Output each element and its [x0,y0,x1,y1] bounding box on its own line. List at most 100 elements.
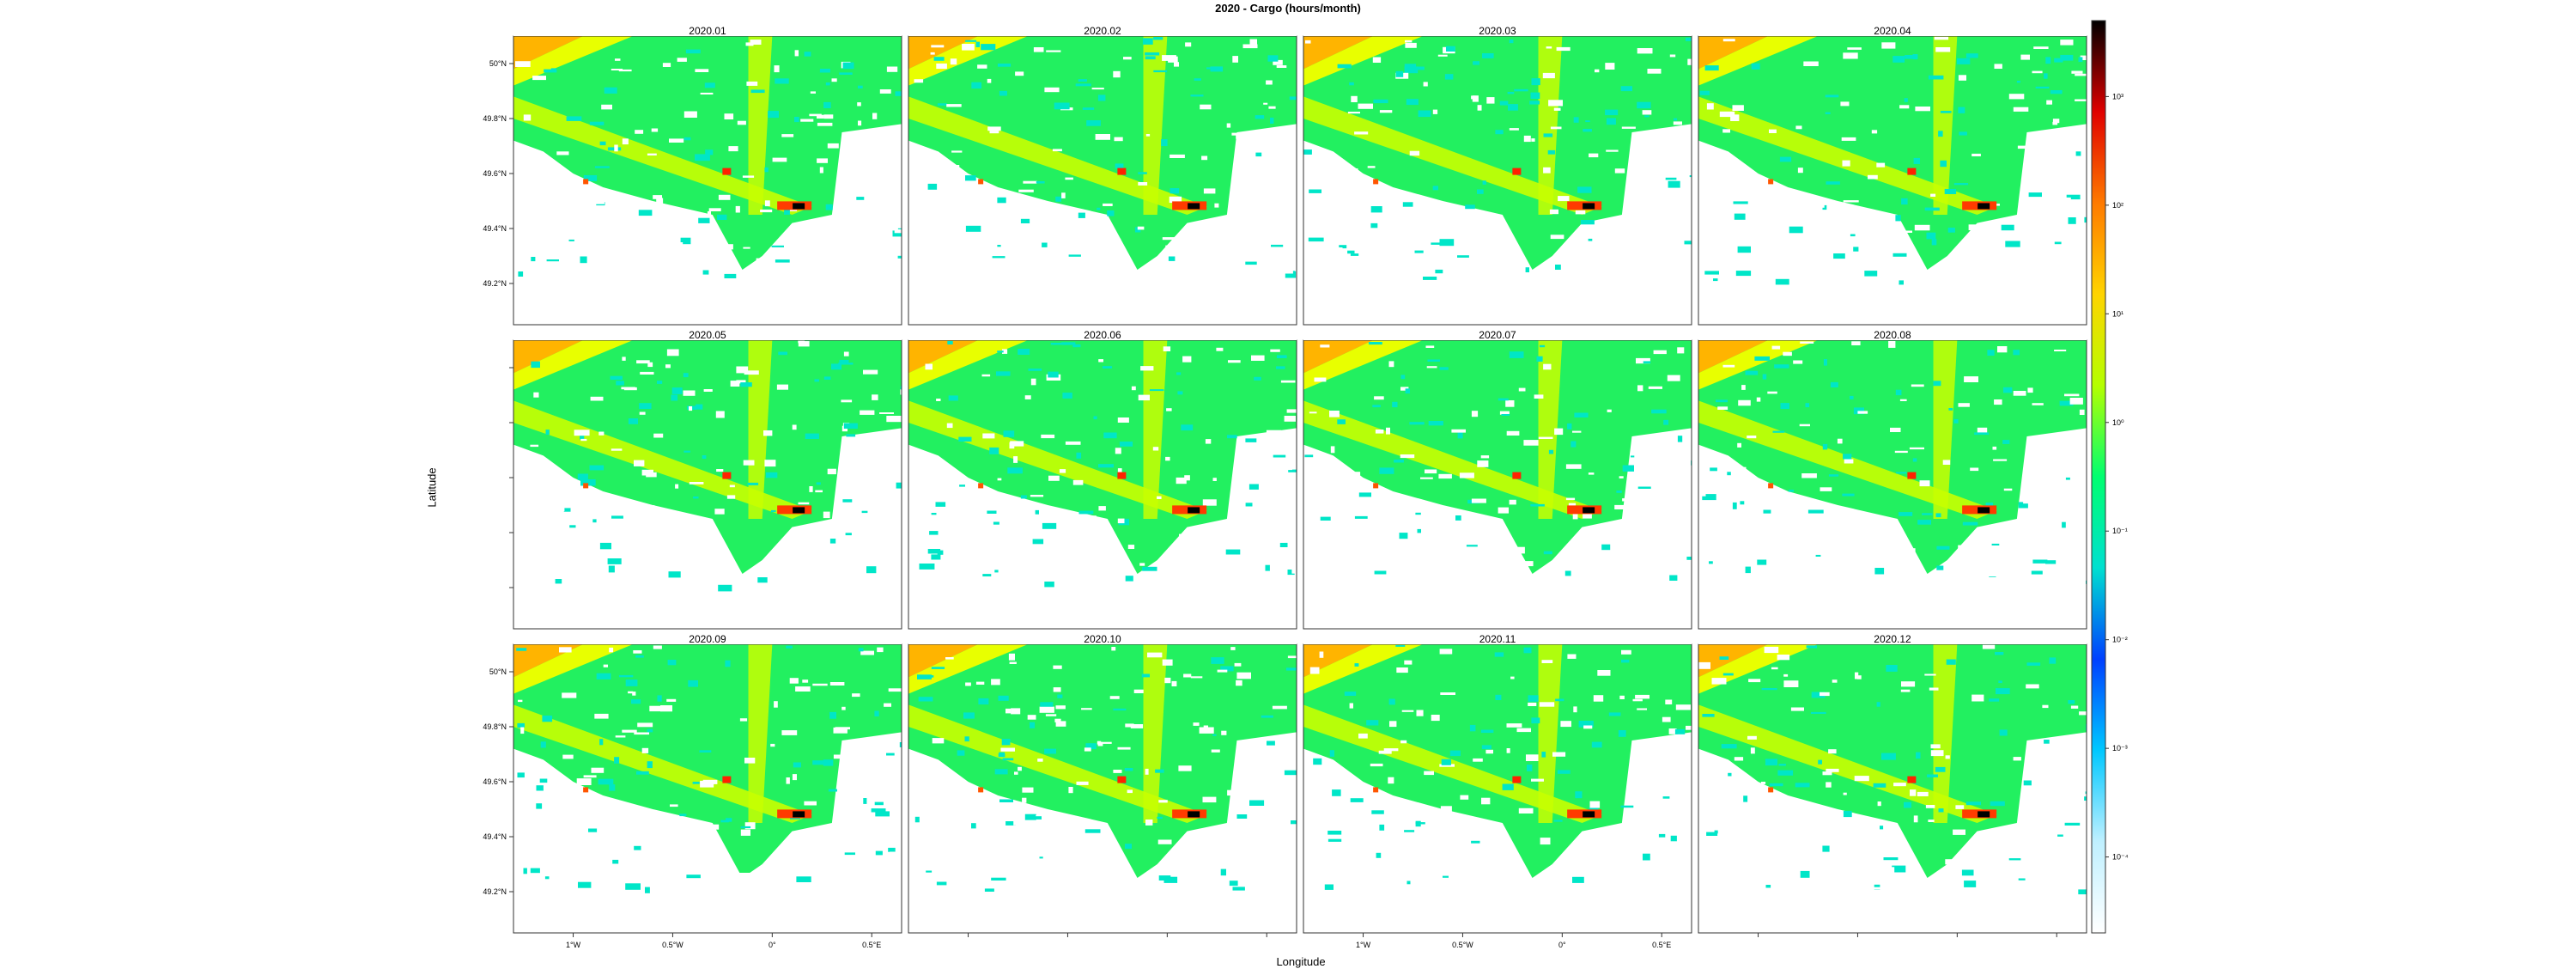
port-peak [1978,507,1990,514]
cell-speckle [2044,73,2048,79]
cell-speckle [740,829,750,836]
cell-speckle [1552,752,1566,757]
cell-speckle [798,340,805,344]
cell-speckle [1558,196,1570,202]
cell-speckle [1360,847,1373,854]
cell-speckle [1139,563,1145,566]
cell-speckle [1940,111,1952,113]
cell-speckle [857,217,868,224]
cell-speckle [1810,221,1826,226]
cell-speckle [700,92,714,94]
cell-speckle [2023,780,2032,786]
port-peak [1978,203,1990,210]
cell-speckle [2032,163,2043,168]
cell-speckle [2074,466,2080,472]
cell-speckle [981,44,996,51]
cell-speckle [1677,567,1688,572]
cell-speckle [1698,661,1710,669]
cell-speckle [1958,545,1968,549]
cell-speckle [1942,460,1951,465]
cell-speckle [2054,58,2063,63]
y-tick-label: 49.2°N [483,279,507,288]
cell-speckle [1826,831,1836,833]
cell-speckle [1157,839,1172,844]
cell-speckle [1407,551,1421,556]
cell-speckle [1833,253,1845,259]
cell-speckle [665,364,671,369]
cell-speckle [776,384,788,390]
cell-speckle [823,533,834,539]
cell-speckle [1677,347,1685,354]
cell-speckle [1795,125,1802,130]
cell-speckle [1857,411,1868,414]
cell-speckle [639,411,646,415]
cell-speckle [890,839,901,843]
cell-speckle [1674,728,1686,734]
cell-speckle [2027,387,2033,393]
cell-speckle [1163,346,1171,351]
cell-speckle [1873,887,1883,889]
cell-speckle [2043,143,2059,148]
panel-heatmap [1303,36,1692,285]
cell-speckle [1308,873,1321,878]
cell-speckle [1481,745,1492,750]
cell-speckle [1003,430,1015,437]
cell-speckle [2071,70,2083,74]
shipping-lane [748,644,773,823]
cell-speckle [692,782,700,784]
cell-speckle [1572,430,1582,433]
cell-speckle [1358,860,1366,862]
cell-speckle [1722,39,1735,42]
cell-speckle [1347,580,1357,586]
cell-speckle [1097,741,1103,746]
cell-speckle [1584,849,1601,854]
x-tick-label: 0.5°W [662,941,683,949]
cell-speckle [1994,64,2002,69]
port-peak [1583,203,1595,210]
cell-speckle [1231,132,1245,136]
cell-speckle [677,58,687,62]
cell-speckle [521,802,537,810]
cell-speckle [1593,695,1604,702]
cell-speckle [1078,212,1085,218]
coast-hotspot [978,179,984,185]
cell-speckle [1880,826,1884,830]
cell-speckle [1368,342,1382,345]
panel-strip [513,636,902,644]
cell-speckle [702,779,718,784]
cell-speckle [634,732,649,735]
cell-speckle [1337,64,1352,69]
cell-speckle [715,411,725,418]
cell-speckle [1288,469,1297,472]
cell-speckle [1613,570,1621,574]
cell-speckle [1880,753,1896,760]
cell-speckle [1549,209,1558,215]
cell-speckle [1113,708,1127,711]
cell-speckle [843,351,849,356]
cell-speckle [1117,518,1125,524]
cell-speckle [2075,99,2087,101]
cell-speckle [1081,708,1092,710]
cell-speckle [1914,224,1930,231]
cell-speckle [1747,436,1757,439]
cell-speckle [1602,237,1613,240]
cell-speckle [1871,130,1878,134]
cell-speckle [545,430,550,435]
cell-speckle [1438,473,1452,479]
cell-speckle [978,698,989,705]
cell-speckle [1997,346,2008,353]
cell-speckle [1457,255,1469,258]
cell-speckle [1276,65,1287,68]
cell-speckle [1764,646,1779,654]
cell-speckle [1769,129,1777,133]
cell-speckle [1044,582,1054,588]
cell-speckle [1899,105,1910,109]
cell-speckle [764,167,769,173]
cell-speckle [1546,46,1552,49]
cell-speckle [845,533,852,536]
cell-speckle [629,543,641,549]
cell-speckle [1843,200,1859,203]
chart-title: 2020 - Cargo (hours/month) [1215,2,1361,15]
cell-speckle [1308,237,1324,242]
cell-speckle [1716,399,1728,403]
